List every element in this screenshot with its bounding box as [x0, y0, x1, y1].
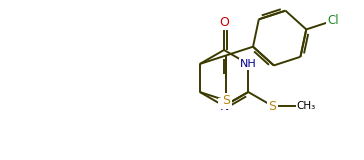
Text: S: S — [269, 100, 277, 112]
Text: O: O — [219, 16, 229, 28]
Text: N: N — [219, 100, 229, 112]
Text: CH₃: CH₃ — [297, 101, 316, 111]
Text: NH: NH — [240, 59, 257, 69]
Text: Cl: Cl — [327, 14, 339, 27]
Text: S: S — [222, 94, 230, 107]
